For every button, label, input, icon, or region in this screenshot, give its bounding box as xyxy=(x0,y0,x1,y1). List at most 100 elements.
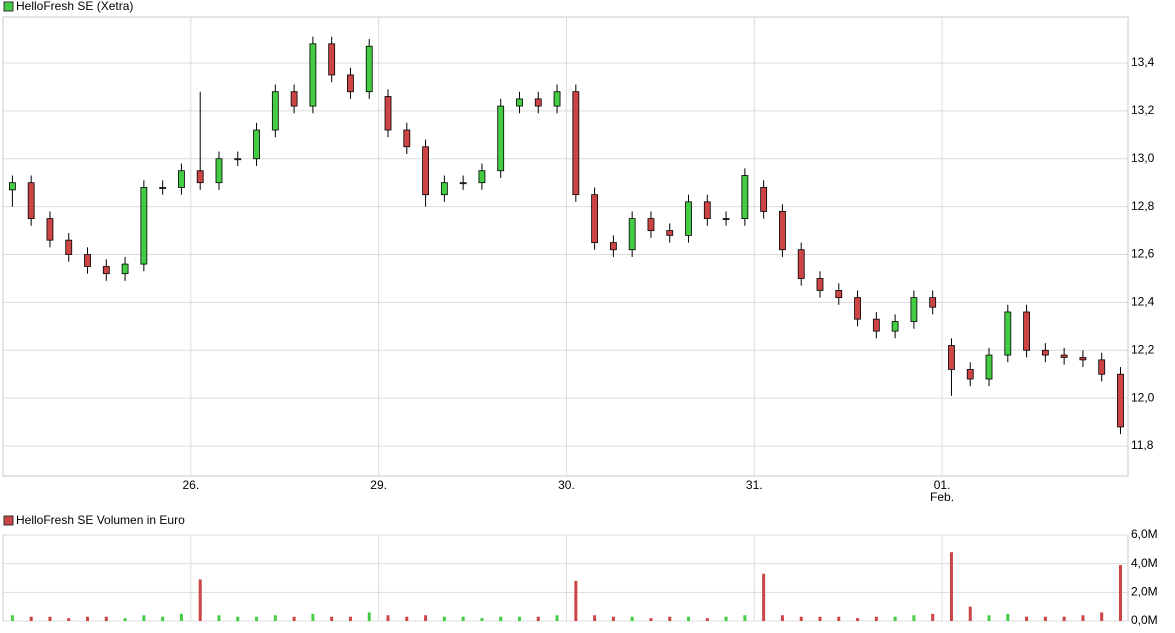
candle-body xyxy=(8,182,16,191)
volume-bar xyxy=(86,616,90,621)
volume-bar xyxy=(856,618,860,621)
y-tick-label: 12,0 xyxy=(1131,390,1155,404)
candle-body xyxy=(497,105,505,172)
volume-bar xyxy=(179,613,183,621)
volume-bar xyxy=(799,616,803,621)
candle-body xyxy=(516,98,523,107)
candle-body xyxy=(797,249,805,279)
volume-bar xyxy=(668,616,672,621)
candle-body xyxy=(459,182,467,185)
candle-body xyxy=(985,354,993,380)
volume-bar xyxy=(10,615,14,621)
volume-bar xyxy=(1006,613,1010,621)
candle-body xyxy=(666,230,674,236)
candle-body xyxy=(948,345,955,370)
candle-body xyxy=(628,218,636,251)
candle-body xyxy=(65,239,73,255)
volume-bar xyxy=(517,616,521,621)
volume-bar xyxy=(931,613,935,621)
volume-bar xyxy=(48,616,52,621)
volume-bar xyxy=(255,616,259,621)
y-tick-label: 2,0M xyxy=(1131,585,1158,599)
x-tick-label: 26. xyxy=(182,478,199,492)
y-tick-label: 12,6 xyxy=(1131,247,1155,261)
volume-bar xyxy=(1081,615,1085,621)
volume-bar xyxy=(949,552,953,621)
candle-body xyxy=(741,175,749,220)
candle-body xyxy=(253,129,260,160)
x-tick-label: 31. xyxy=(746,478,763,492)
volume-bar xyxy=(649,618,653,621)
volume-bar xyxy=(330,616,334,621)
candle-body xyxy=(271,91,279,131)
volume-bar xyxy=(762,573,766,621)
candle-body xyxy=(591,194,599,243)
volume-bar xyxy=(780,615,784,621)
volume-bar xyxy=(424,615,428,621)
candle-body xyxy=(854,297,861,320)
candle-body xyxy=(215,158,223,184)
volume-bar xyxy=(743,615,747,621)
candle-body xyxy=(1023,311,1030,351)
volume-bar xyxy=(687,616,691,621)
x-tick-label: 29. xyxy=(370,478,387,492)
volume-bar xyxy=(912,615,916,621)
candle-body xyxy=(440,182,448,196)
y-tick-label: 0,0M xyxy=(1131,613,1158,627)
candle-body xyxy=(872,318,880,332)
legend-label: HelloFresh SE Volumen in Euro xyxy=(16,513,185,527)
volume-bar xyxy=(442,616,446,621)
y-tick-label: 12,4 xyxy=(1131,295,1155,309)
volume-bar xyxy=(104,616,108,621)
candle-body xyxy=(760,187,768,212)
candle-body xyxy=(328,43,336,76)
candle-body xyxy=(779,211,786,251)
volume-bar xyxy=(311,613,315,621)
volume-bar xyxy=(29,616,33,621)
volume-bar xyxy=(217,615,221,621)
volume-bar xyxy=(724,616,728,621)
candle-body xyxy=(703,201,711,220)
candle-body xyxy=(290,91,298,107)
y-tick-label: 12,2 xyxy=(1131,342,1155,356)
candle-body xyxy=(609,242,617,251)
volume-bar xyxy=(348,616,352,621)
candle-body xyxy=(1098,359,1106,375)
candle-body xyxy=(309,43,317,107)
volume-bar xyxy=(292,616,296,621)
candle-body xyxy=(234,158,242,161)
volume-bar xyxy=(1100,612,1104,621)
candle-body xyxy=(891,321,899,332)
legend-swatch xyxy=(3,515,14,526)
candle-body xyxy=(121,263,129,275)
candle-body xyxy=(422,146,429,196)
candle-body xyxy=(196,170,204,184)
volume-bar xyxy=(386,615,390,621)
volume-bar xyxy=(611,616,615,621)
candle-body xyxy=(835,290,843,299)
volume-bar xyxy=(893,616,897,621)
candle-body xyxy=(1060,354,1068,358)
candle-body xyxy=(478,170,486,184)
y-tick-label: 12,8 xyxy=(1131,199,1155,213)
x-month-label: Feb. xyxy=(930,490,954,504)
candle-body xyxy=(685,201,692,236)
volume-bar xyxy=(1043,616,1047,621)
x-tick-label: 01. xyxy=(934,478,951,492)
candle-body xyxy=(1117,373,1124,428)
candle-body xyxy=(553,91,561,107)
candle-body xyxy=(816,278,824,291)
volume-bar xyxy=(142,615,146,621)
y-tick-label: 13,0 xyxy=(1131,151,1155,165)
candle-body xyxy=(910,297,918,322)
volume-bar xyxy=(480,618,484,621)
volume-bar xyxy=(236,616,240,621)
volume-bar xyxy=(367,612,371,621)
volume-bar xyxy=(987,615,991,621)
candle-body xyxy=(647,218,655,231)
legend-swatch xyxy=(3,1,14,12)
candle-body xyxy=(140,187,148,265)
candle-body xyxy=(1004,311,1012,356)
candle-body xyxy=(365,45,373,93)
